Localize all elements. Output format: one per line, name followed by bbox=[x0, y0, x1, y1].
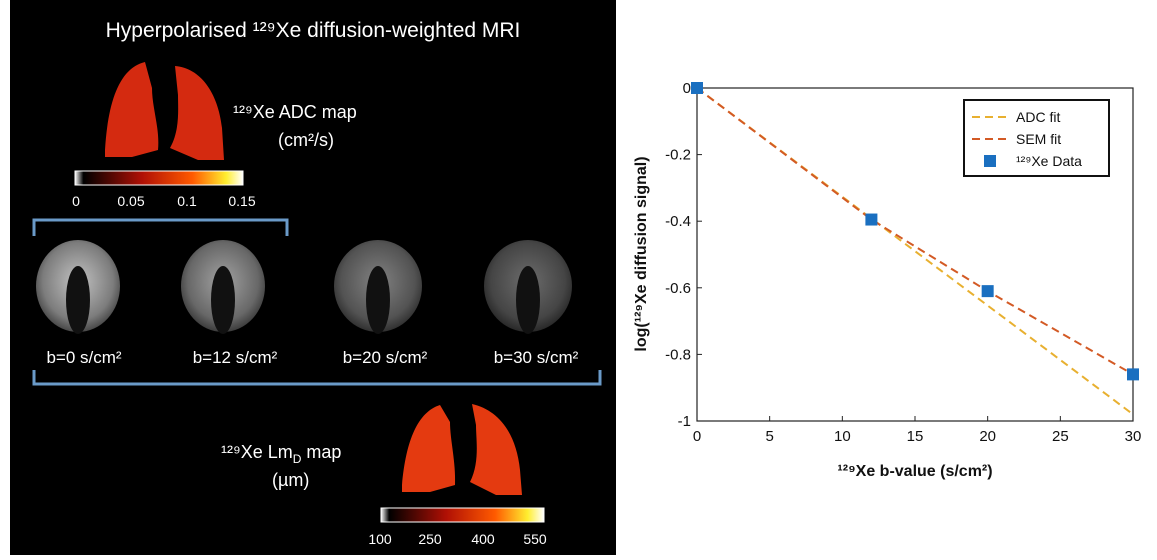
y-tick-label: -0.2 bbox=[665, 147, 691, 164]
y-axis-label: log(¹²⁹Xe diffusion signal) bbox=[633, 156, 650, 351]
x-tick-label: 25 bbox=[1052, 428, 1069, 445]
y-tick-label: -1 bbox=[678, 413, 691, 430]
lmd-tick-2: 400 bbox=[471, 531, 495, 547]
lmd-tick-3: 550 bbox=[523, 531, 547, 547]
figure-title: Hyperpolarised ¹²⁹Xe diffusion-weighted … bbox=[106, 19, 521, 42]
adc-lung-map bbox=[105, 62, 224, 160]
data-point bbox=[691, 82, 703, 94]
adc-label-line2: (cm²/s) bbox=[278, 130, 334, 150]
lmd-left-lung bbox=[402, 405, 456, 492]
series-line-sem-fit bbox=[696, 87, 1134, 376]
data-point bbox=[981, 285, 994, 298]
adc-tick-1: 0.05 bbox=[117, 193, 144, 209]
bottom-bracket bbox=[32, 370, 602, 386]
adc-right-lung bbox=[170, 66, 224, 160]
data-point bbox=[1127, 368, 1139, 381]
x-tick-label: 0 bbox=[693, 428, 701, 445]
legend: ADC fit SEM fit ¹²⁹Xe Data bbox=[963, 99, 1110, 177]
y-axis: 0 -0.2 -0.4 -0.6 -0.8 -1 bbox=[665, 80, 702, 430]
chart-panel: 0 5 10 15 20 25 30 0 -0.2 -0.4 -0.6 -0.8 -1 ¹²⁹Xe b… bbox=[616, 0, 1157, 555]
b-label-3: b=30 s/cm² bbox=[494, 348, 579, 367]
b-label-1: b=12 s/cm² bbox=[193, 348, 278, 367]
y-tick-label: -0.4 bbox=[665, 213, 691, 230]
legend-swatch-xe-data bbox=[984, 155, 996, 167]
b-label-2: b=20 s/cm² bbox=[343, 348, 428, 367]
y-tick-label: 0 bbox=[683, 80, 691, 97]
diffusion-chart: 0 5 10 15 20 25 30 0 -0.2 -0.4 -0.6 -0.8 -1 ¹²⁹Xe b… bbox=[633, 80, 1142, 480]
series-layer bbox=[691, 82, 1139, 416]
top-bracket bbox=[32, 218, 289, 236]
mri-panel: Hyperpolarised ¹²⁹Xe diffusion-weighted … bbox=[10, 0, 616, 555]
diffusion-image-b30 bbox=[484, 240, 572, 334]
diffusion-image-b20 bbox=[334, 240, 422, 334]
adc-label-line1: ¹²⁹Xe ADC map bbox=[233, 102, 357, 122]
lmd-tick-1: 250 bbox=[418, 531, 442, 547]
lmd-right-lung bbox=[470, 404, 522, 495]
x-axis: 0 5 10 15 20 25 30 bbox=[693, 416, 1142, 445]
b-label-0: b=0 s/cm² bbox=[46, 348, 121, 367]
x-axis-label: ¹²⁹Xe b-value (s/cm²) bbox=[837, 463, 992, 480]
lmd-label-line1: ¹²⁹Xe LmD map bbox=[221, 442, 341, 466]
adc-tick-2: 0.1 bbox=[177, 193, 197, 209]
lmd-label-line2: (µm) bbox=[272, 470, 309, 490]
diffusion-image-b0 bbox=[36, 240, 120, 334]
legend-entry-sem-fit: SEM fit bbox=[1016, 131, 1061, 147]
lmd-colorbar bbox=[380, 507, 545, 523]
x-tick-label: 10 bbox=[834, 428, 851, 445]
adc-tick-3: 0.15 bbox=[228, 193, 255, 209]
lmd-tick-0: 100 bbox=[368, 531, 392, 547]
adc-left-lung bbox=[105, 62, 159, 157]
x-tick-label: 30 bbox=[1125, 428, 1142, 445]
adc-tick-0: 0 bbox=[72, 193, 80, 209]
x-tick-label: 15 bbox=[907, 428, 924, 445]
y-tick-label: -0.6 bbox=[665, 280, 691, 297]
x-tick-label: 5 bbox=[765, 428, 773, 445]
x-tick-label: 20 bbox=[979, 428, 996, 445]
diffusion-image-b12 bbox=[181, 240, 265, 334]
legend-entry-xe-data: ¹²⁹Xe Data bbox=[1016, 153, 1082, 169]
data-point bbox=[865, 213, 878, 226]
lmd-lung-map bbox=[402, 404, 522, 495]
adc-colorbar bbox=[74, 170, 244, 186]
y-tick-label: -0.8 bbox=[665, 346, 691, 363]
mri-figure: Hyperpolarised ¹²⁹Xe diffusion-weighted … bbox=[32, 19, 602, 547]
legend-entry-adc-fit: ADC fit bbox=[1016, 109, 1060, 125]
